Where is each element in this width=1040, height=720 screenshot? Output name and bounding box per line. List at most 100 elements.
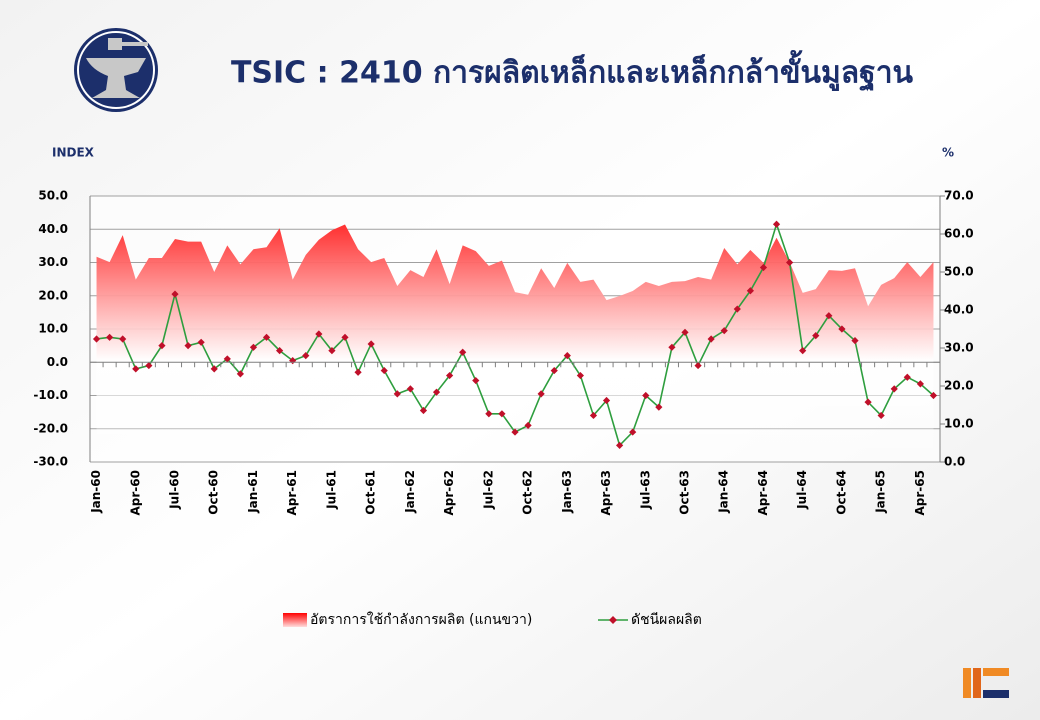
legend-label: อัตราการใช้กำลังการผลิต (แกนขวา) — [310, 611, 532, 628]
y-tick-label: -30.0 — [33, 455, 68, 469]
marker — [106, 333, 114, 341]
marker — [694, 361, 702, 370]
marker — [524, 421, 532, 430]
marker — [380, 366, 388, 375]
logo — [74, 28, 158, 112]
y-tick-label: 30.0 — [38, 255, 68, 269]
footer-logo — [963, 668, 1009, 698]
marker — [459, 348, 467, 356]
marker — [158, 342, 166, 350]
x-tick-label: Oct-61 — [364, 470, 378, 515]
x-tick-label: Apr-64 — [756, 470, 770, 515]
x-tick-label: Jul-63 — [638, 470, 652, 510]
marker — [262, 333, 271, 341]
legend-marker — [609, 616, 617, 624]
marker — [419, 406, 428, 415]
marker — [485, 410, 493, 418]
marker — [616, 441, 624, 449]
marker — [746, 287, 754, 295]
marker — [276, 347, 284, 355]
marker — [825, 312, 833, 320]
marker — [642, 391, 650, 400]
y-tick-label: 40.0 — [38, 222, 68, 236]
marker — [171, 290, 179, 298]
marker — [446, 371, 454, 380]
x-tick-label: Jul-60 — [168, 470, 182, 510]
marker — [393, 390, 401, 398]
x-tick-label: Apr-63 — [599, 470, 613, 515]
marker — [668, 343, 676, 351]
marker — [733, 305, 741, 313]
marker — [550, 366, 558, 375]
marker — [210, 365, 218, 373]
marker — [576, 371, 584, 380]
x-tick-label: Jan-60 — [89, 470, 103, 514]
marker — [877, 411, 885, 420]
marker — [472, 376, 480, 385]
x-tick-label: Oct-64 — [834, 470, 848, 515]
x-tick-label: Apr-61 — [285, 470, 299, 515]
marker — [903, 373, 911, 381]
marker — [629, 428, 637, 436]
marker — [537, 390, 545, 398]
marker — [864, 398, 872, 406]
x-tick-label: Jan-61 — [246, 470, 260, 514]
marker — [119, 335, 127, 343]
marker — [92, 335, 101, 343]
marker — [602, 396, 611, 405]
marker — [772, 220, 781, 228]
x-tick-label: Oct-60 — [207, 470, 221, 515]
x-tick-label: Jan-64 — [717, 470, 731, 514]
y2-tick-label: 10.0 — [944, 417, 974, 431]
y2-tick-label: 20.0 — [944, 379, 974, 393]
marker — [799, 347, 807, 355]
legend-swatch — [283, 613, 307, 627]
marker — [302, 352, 310, 360]
marker — [367, 340, 375, 348]
marker — [197, 338, 205, 346]
marker — [341, 333, 349, 341]
marker — [249, 343, 258, 351]
marker — [707, 335, 715, 343]
marker — [759, 263, 768, 272]
marker — [236, 370, 244, 378]
marker — [786, 258, 794, 267]
marker — [655, 403, 663, 411]
marker — [589, 411, 598, 420]
marker — [328, 347, 336, 355]
x-tick-label: Jan-62 — [403, 470, 417, 514]
marker — [223, 355, 231, 363]
y-axis-label: INDEX — [52, 146, 95, 160]
y2-axis-label: % — [942, 146, 954, 160]
marker — [720, 327, 728, 335]
marker — [563, 352, 571, 360]
y-tick-label: 0.0 — [47, 355, 68, 369]
area — [96, 224, 934, 462]
y-tick-label: 10.0 — [38, 322, 68, 336]
x-tick-label: Apr-65 — [913, 470, 927, 515]
marker — [315, 330, 323, 338]
marker — [145, 361, 153, 370]
marker — [132, 365, 140, 373]
marker — [406, 385, 414, 393]
x-tick-label: Apr-62 — [442, 470, 456, 515]
marker — [838, 325, 846, 333]
marker — [289, 356, 297, 365]
marker — [681, 328, 689, 336]
y2-tick-label: 50.0 — [944, 265, 974, 279]
x-tick-label: Jul-62 — [481, 470, 495, 510]
marker — [498, 410, 506, 418]
chart-title: TSIC : 2410 การผลิตเหล็กและเหล็กกล้าขั้น… — [231, 50, 914, 93]
x-tick-label: Oct-62 — [521, 470, 535, 515]
y2-tick-label: 30.0 — [944, 341, 974, 355]
y2-tick-label: 60.0 — [944, 227, 974, 241]
x-tick-label: Oct-63 — [678, 470, 692, 515]
marker — [851, 337, 859, 345]
marker — [812, 332, 820, 340]
y2-tick-label: 70.0 — [944, 189, 974, 203]
marker — [432, 388, 441, 396]
marker — [890, 385, 898, 393]
y-tick-label: 50.0 — [38, 189, 68, 203]
y-tick-label: 20.0 — [38, 288, 68, 302]
